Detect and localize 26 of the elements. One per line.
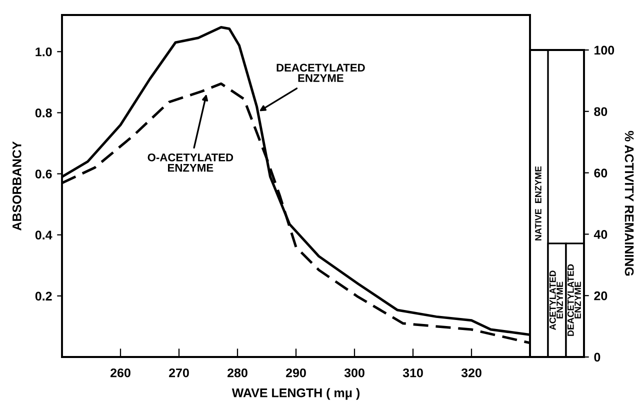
y-tick-label: 40: [594, 230, 608, 239]
x-tick-label: 320: [461, 368, 482, 378]
x-tick-label: 300: [344, 368, 364, 378]
x-tick-label: ACETYLATED ENZYME: [549, 270, 563, 330]
y-tick-label: 20: [594, 291, 608, 300]
x-tick-label: 260: [110, 368, 130, 378]
y-tick-label: 0: [594, 352, 600, 362]
annotation: DEACETYLATED ENZYME: [276, 64, 365, 82]
x-tick-label: DEACETYLATED ENZYME: [567, 264, 581, 336]
y-tick-label: 0.2: [35, 292, 52, 301]
x-tick-label: 290: [286, 368, 306, 378]
x-tick-label: 280: [228, 368, 248, 378]
x-tick-label: NATIVE ENZYME: [535, 166, 542, 240]
x-tick-label: 270: [169, 368, 189, 378]
y-tick-label: 0.4: [35, 230, 52, 240]
y-tick-label: 80: [594, 107, 608, 116]
y-tick-label: 1.0: [36, 47, 52, 56]
y-tick-label: 0.6: [35, 170, 52, 178]
x-tick-label: 310: [402, 368, 423, 378]
annotation: O-ACETYLATED ENZYME: [148, 153, 234, 172]
y-axis-title: ABSORBANCY: [12, 141, 22, 230]
y-axis-title: % ACTIVITY REMAINING: [624, 130, 634, 276]
y-tick-label: 0.8: [35, 108, 52, 118]
y-tick-label: 60: [594, 168, 608, 178]
x-axis-title: WAVE LENGTH ( mμ ): [232, 388, 360, 400]
y-tick-label: 100: [594, 46, 614, 55]
